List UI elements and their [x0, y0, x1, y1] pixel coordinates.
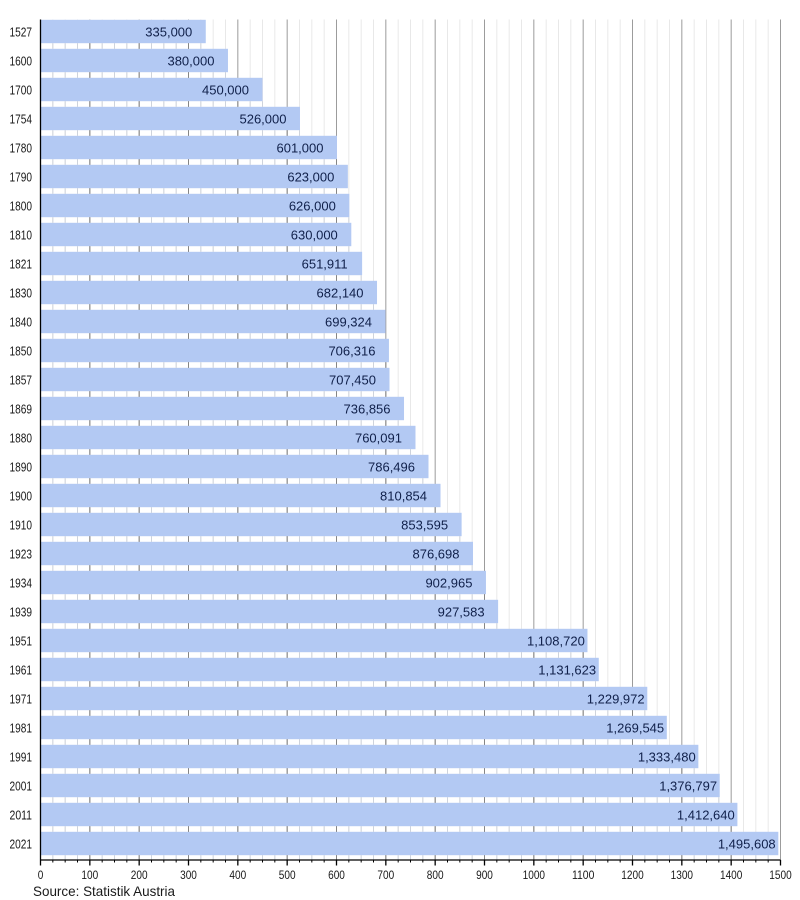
svg-text:651,911: 651,911 [302, 256, 348, 271]
svg-text:1200: 1200 [621, 868, 644, 882]
svg-text:707,450: 707,450 [329, 372, 376, 387]
svg-text:2021: 2021 [10, 837, 33, 851]
svg-text:1,495,608: 1,495,608 [718, 836, 776, 851]
svg-text:2011: 2011 [10, 808, 33, 822]
svg-text:1,229,972: 1,229,972 [587, 691, 645, 706]
svg-text:600: 600 [328, 868, 345, 882]
svg-text:380,000: 380,000 [167, 53, 214, 68]
svg-text:1939: 1939 [10, 605, 33, 619]
svg-text:335,000: 335,000 [145, 24, 192, 39]
svg-text:1000: 1000 [523, 868, 546, 882]
svg-text:699,324: 699,324 [325, 314, 372, 329]
svg-text:526,000: 526,000 [239, 111, 286, 126]
svg-text:1400: 1400 [720, 868, 743, 882]
svg-text:1100: 1100 [572, 868, 595, 882]
svg-text:0: 0 [38, 868, 44, 882]
svg-text:1840: 1840 [10, 315, 33, 329]
svg-text:1890: 1890 [10, 460, 33, 474]
svg-text:706,316: 706,316 [328, 343, 375, 358]
svg-text:1900: 1900 [10, 489, 33, 503]
svg-text:810,854: 810,854 [380, 488, 427, 503]
svg-text:1700: 1700 [10, 83, 33, 97]
svg-text:902,965: 902,965 [425, 575, 472, 590]
svg-text:1934: 1934 [10, 576, 33, 590]
svg-text:1971: 1971 [10, 692, 33, 706]
svg-text:100: 100 [81, 868, 98, 882]
svg-text:1754: 1754 [10, 112, 33, 126]
svg-text:Source: Statistik Austria: Source: Statistik Austria [33, 883, 175, 899]
svg-text:760,091: 760,091 [355, 430, 402, 445]
svg-text:736,856: 736,856 [344, 401, 391, 416]
svg-text:1500: 1500 [769, 868, 792, 882]
svg-text:1991: 1991 [10, 750, 33, 764]
svg-text:1951: 1951 [10, 634, 33, 648]
svg-text:1961: 1961 [10, 663, 33, 677]
svg-text:682,140: 682,140 [317, 285, 364, 300]
svg-text:1910: 1910 [10, 518, 33, 532]
svg-text:400: 400 [229, 868, 246, 882]
svg-text:876,698: 876,698 [413, 546, 460, 561]
svg-text:623,000: 623,000 [287, 169, 334, 184]
svg-text:800: 800 [427, 868, 444, 882]
svg-text:1,333,480: 1,333,480 [638, 749, 696, 764]
svg-text:630,000: 630,000 [291, 227, 338, 242]
svg-text:200: 200 [131, 868, 148, 882]
svg-text:1869: 1869 [10, 402, 33, 416]
svg-text:1600: 1600 [10, 54, 33, 68]
svg-text:1923: 1923 [10, 547, 33, 561]
svg-text:1790: 1790 [10, 170, 33, 184]
svg-text:1850: 1850 [10, 344, 33, 358]
svg-text:900: 900 [476, 868, 493, 882]
svg-text:1810: 1810 [10, 228, 33, 242]
svg-text:853,595: 853,595 [401, 517, 448, 532]
svg-text:300: 300 [180, 868, 197, 882]
svg-text:1821: 1821 [10, 257, 33, 271]
svg-text:626,000: 626,000 [289, 198, 336, 213]
svg-text:1,376,797: 1,376,797 [659, 778, 717, 793]
svg-text:1527: 1527 [10, 25, 33, 39]
svg-text:927,583: 927,583 [438, 604, 485, 619]
svg-text:1,412,640: 1,412,640 [677, 807, 735, 822]
svg-text:2001: 2001 [10, 779, 33, 793]
svg-text:1300: 1300 [671, 868, 694, 882]
svg-text:1800: 1800 [10, 199, 33, 213]
svg-text:1,108,720: 1,108,720 [527, 633, 585, 648]
svg-text:500: 500 [279, 868, 296, 882]
svg-text:601,000: 601,000 [276, 140, 323, 155]
svg-text:1780: 1780 [10, 141, 33, 155]
svg-text:1857: 1857 [10, 373, 33, 387]
svg-text:786,496: 786,496 [368, 459, 415, 474]
svg-text:450,000: 450,000 [202, 82, 249, 97]
svg-text:700: 700 [377, 868, 394, 882]
svg-text:1830: 1830 [10, 286, 33, 300]
svg-text:1,131,623: 1,131,623 [538, 662, 596, 677]
svg-text:1981: 1981 [10, 721, 33, 735]
svg-text:1880: 1880 [10, 431, 33, 445]
svg-text:1,269,545: 1,269,545 [606, 720, 664, 735]
